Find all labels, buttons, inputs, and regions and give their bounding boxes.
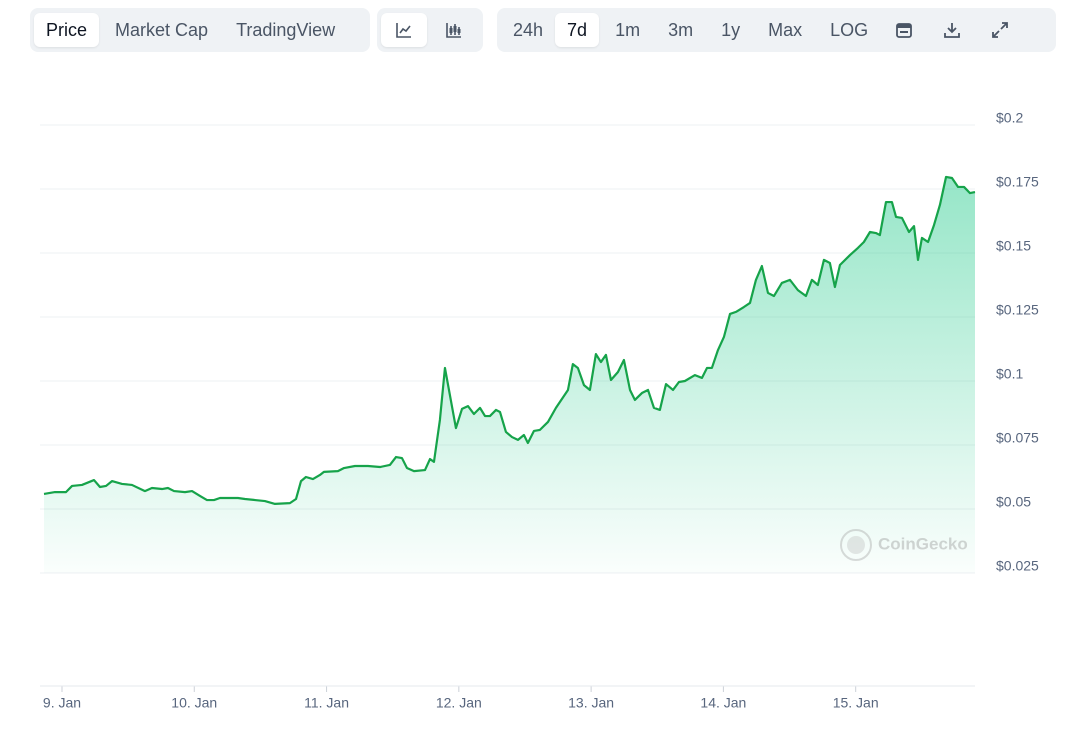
- watermark: CoinGecko: [840, 529, 968, 561]
- candle-icon-button[interactable]: [431, 13, 477, 47]
- range[interactable]: 7d: [555, 13, 600, 47]
- x-tick-label: 12. Jan: [436, 695, 482, 711]
- range[interactable]: LOG: [830, 19, 869, 40]
- y-tick-label: $0.025: [996, 558, 1039, 574]
- y-tick-label: $0.075: [996, 430, 1039, 446]
- chart-style-tabs: [377, 8, 483, 52]
- view-tabs: Price Market Cap TradingView: [30, 8, 370, 52]
- calendar-button[interactable]: [880, 13, 928, 47]
- tab[interactable]: TradingView: [236, 19, 336, 40]
- download-button[interactable]: [928, 13, 976, 47]
- x-tick-label: 13. Jan: [568, 695, 614, 711]
- line-icon-button[interactable]: [381, 13, 427, 47]
- y-tick-label: $0.15: [996, 238, 1031, 254]
- tab[interactable]: Market Cap: [115, 19, 209, 40]
- line-icon: [396, 23, 411, 38]
- area-fill: [44, 176, 975, 573]
- y-tick-label: $0.1: [996, 366, 1023, 382]
- tab[interactable]: Price: [34, 13, 100, 47]
- price-line: [43, 175, 976, 505]
- range-tabs: 24h 7d 1m 3m 1y Max LOG: [497, 8, 1056, 52]
- candle-icon: [446, 23, 461, 38]
- range[interactable]: Max: [768, 19, 803, 40]
- y-tick-label: $0.125: [996, 302, 1039, 318]
- y-tick-label: $0.175: [996, 174, 1039, 190]
- watermark-text: CoinGecko: [878, 534, 968, 553]
- range[interactable]: 3m: [668, 19, 694, 40]
- range[interactable]: 1y: [721, 19, 741, 40]
- fullscreen-icon: [992, 22, 1009, 38]
- x-tick-label: 11. Jan: [304, 695, 349, 711]
- x-tick-label: 15. Jan: [833, 695, 879, 711]
- calendar-icon: [896, 23, 913, 38]
- range[interactable]: 24h: [513, 19, 544, 40]
- x-tick-label: 10. Jan: [171, 695, 217, 711]
- y-tick-label: $0.2: [996, 110, 1023, 126]
- fullscreen-button[interactable]: [976, 13, 1024, 47]
- download-icon: [944, 23, 961, 38]
- y-tick-label: $0.05: [996, 494, 1031, 510]
- range[interactable]: 1m: [615, 19, 641, 40]
- x-tick-label: 14. Jan: [700, 695, 746, 711]
- x-tick-label: 9. Jan: [43, 695, 81, 711]
